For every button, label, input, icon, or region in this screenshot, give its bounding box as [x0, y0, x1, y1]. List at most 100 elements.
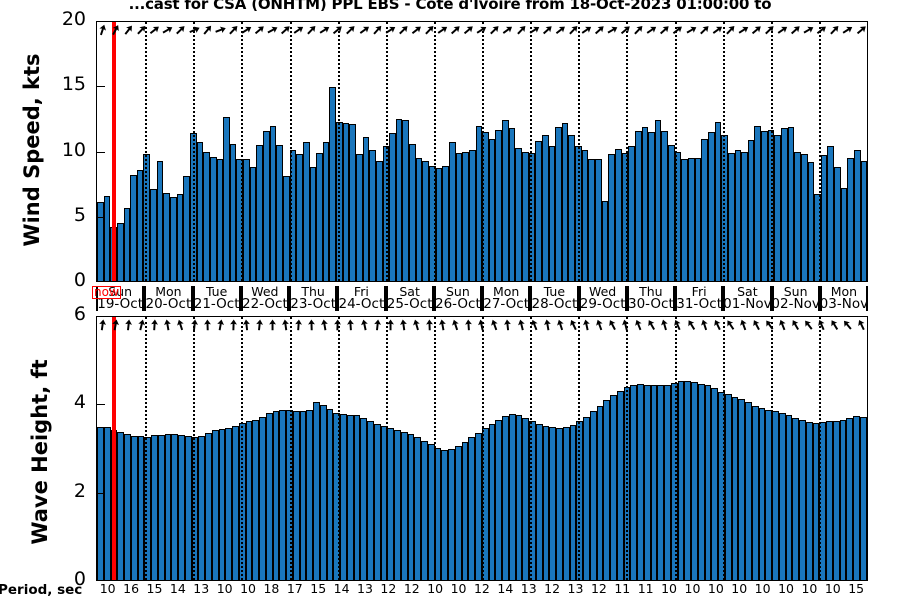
- day-date: 25-Oct: [386, 296, 433, 311]
- wave-height-bar: [738, 399, 745, 580]
- wind-speed-bar: [263, 130, 270, 281]
- wave-height-bar: [508, 414, 516, 580]
- period-value: 12: [403, 581, 420, 596]
- wave-height-bar: [826, 421, 833, 580]
- period-values-row: 10 16 15 14 13 10 10 18 17 15 14 13 12 12 10 10 12 14 13 12…: [96, 581, 868, 599]
- wave-height-bar: [778, 412, 786, 580]
- wave-height-bar: [785, 415, 793, 580]
- day-name: Mon: [155, 286, 182, 299]
- wave-height-bar: [630, 384, 637, 580]
- wind-speed-bar: [163, 192, 171, 281]
- wave-height-bar: [772, 410, 779, 580]
- wind-speed-bar: [156, 160, 164, 281]
- wave-height-bar: [711, 388, 718, 580]
- wave-height-bar: [441, 450, 448, 580]
- wave-height-bar: [839, 420, 847, 580]
- wave-height-bar: [421, 440, 428, 580]
- wave-height-bar: [164, 434, 172, 580]
- day-label-cell: Thu 30-Oct: [626, 286, 675, 311]
- wave-height-bar: [367, 421, 374, 580]
- wind-ytick-mark: [96, 151, 105, 153]
- wind-speed-bar: [488, 138, 496, 281]
- wind-speed-bar: [834, 167, 841, 281]
- wind-speed-bar: [216, 159, 224, 281]
- wind-speed-bar: [780, 128, 788, 281]
- wind-speed-bar: [116, 222, 124, 281]
- wind-speed-bar: [349, 124, 356, 281]
- wind-speed-bar: [97, 202, 104, 281]
- wind-speed-bar: [820, 155, 828, 281]
- wave-height-bar: [691, 381, 698, 580]
- day-label-cell: Fri 24-Oct: [337, 286, 386, 311]
- period-value: 15: [146, 581, 163, 596]
- wind-speed-bar: [442, 165, 449, 281]
- wave-height-bar: [799, 420, 806, 580]
- day-date: 24-Oct: [338, 296, 385, 311]
- wind-speed-bar: [249, 167, 257, 281]
- wind-speed-bar: [847, 157, 855, 281]
- wave-gridline: [482, 317, 484, 580]
- wave-height-bar: [583, 416, 590, 580]
- wave-height-bar: [461, 441, 469, 580]
- day-date: 29-Oct: [579, 296, 626, 311]
- wave-height-bar: [704, 385, 712, 580]
- wave-ytick-mark: [96, 404, 105, 406]
- period-value: 10: [801, 581, 818, 596]
- wave-height-bar: [731, 396, 739, 580]
- wave-height-bar: [745, 402, 752, 580]
- wind-speed-bar: [415, 157, 423, 281]
- wave-height-bar: [407, 434, 415, 580]
- wind-speed-bar: [369, 150, 376, 281]
- wave-height-bar: [225, 427, 232, 580]
- wave-height-bar: [616, 390, 624, 580]
- wind-speed-bar: [535, 141, 542, 281]
- wind-speed-bar: [827, 146, 835, 281]
- wave-height-bar: [535, 423, 543, 580]
- wind-speed-bar: [741, 151, 748, 281]
- wave-gridline: [289, 317, 292, 580]
- wave-height-bar: [178, 434, 185, 580]
- wind-speed-bar: [648, 132, 655, 281]
- wave-height-bar: [637, 384, 644, 580]
- wave-gridline: [530, 317, 533, 580]
- wind-speed-bar: [322, 142, 330, 281]
- period-value: 14: [169, 581, 186, 596]
- wind-speed-bar: [654, 120, 662, 281]
- wave-height-bar: [394, 429, 401, 580]
- wave-height-bar: [218, 428, 226, 580]
- wave-gridline: [337, 317, 340, 580]
- wind-gridline: [722, 22, 725, 281]
- wave-height-bar: [279, 410, 286, 580]
- wind-speed-bar: [316, 152, 323, 281]
- wind-ytick: 5: [73, 203, 86, 226]
- wind-speed-bar: [389, 133, 396, 281]
- wind-speed-bar: [854, 150, 861, 281]
- wind-speed-bar: [840, 187, 848, 281]
- wind-speed-bar: [727, 152, 735, 281]
- wave-height-bar: [684, 381, 691, 580]
- wave-height-bar: [812, 423, 820, 580]
- wind-speed-bar: [176, 194, 184, 281]
- wind-speed-bar: [595, 159, 602, 281]
- wind-speed-bar: [515, 147, 522, 281]
- wave-height-bar: [124, 434, 131, 580]
- wave-height-bar: [562, 427, 570, 580]
- wave-height-bar: [657, 385, 664, 580]
- wave-height-bar: [751, 405, 759, 580]
- wind-speed-bar: [150, 189, 157, 281]
- wind-speed-bar: [581, 150, 589, 281]
- period-value: 12: [473, 581, 490, 596]
- wave-height-bar: [346, 415, 354, 580]
- period-axis-title: Period, sec: [0, 582, 83, 598]
- wave-gridline: [385, 317, 388, 580]
- wind-speed-bar: [794, 151, 801, 281]
- wave-height-plot: [96, 316, 868, 581]
- period-value: 13: [357, 581, 373, 596]
- wave-height-bar: [373, 423, 381, 580]
- wave-height-bar: [853, 416, 860, 580]
- wind-ytick: 20: [61, 8, 86, 30]
- day-name: Thu: [301, 286, 325, 299]
- wind-speed-bar: [269, 125, 277, 281]
- wave-height-bar: [117, 431, 124, 580]
- wind-speed-bar: [302, 142, 310, 281]
